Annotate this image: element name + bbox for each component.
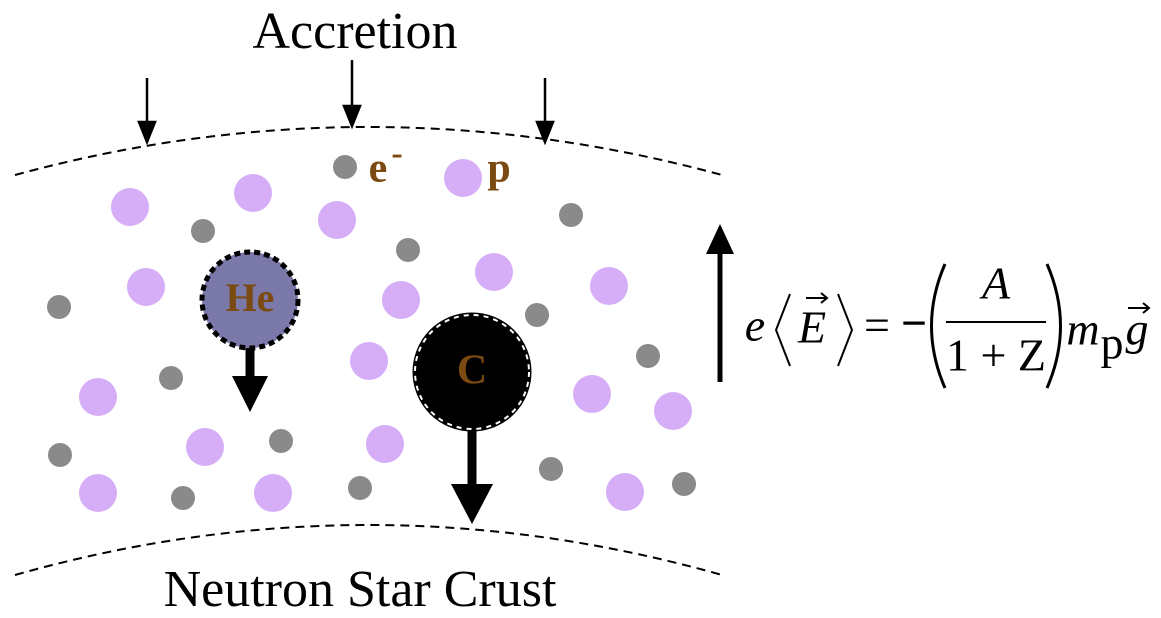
helium-label: He — [226, 275, 275, 320]
accretion-arrows — [137, 60, 555, 146]
eq-m-sub: p — [1101, 318, 1124, 369]
vector-arrow — [1128, 302, 1151, 314]
eq-g: g — [1126, 304, 1149, 355]
eq-minus: − — [901, 298, 927, 349]
eq-m: m — [1066, 304, 1099, 355]
eq-denominator: 1 + Z — [946, 330, 1046, 381]
helium-nucleus — [199, 249, 301, 412]
vector-arrow — [806, 292, 829, 304]
carbon-label: C — [457, 348, 487, 394]
bottom-label: Neutron Star Crust — [164, 561, 557, 618]
eq-equals: = — [864, 300, 890, 351]
field-arrow — [706, 224, 734, 382]
proton-label: p — [487, 146, 510, 192]
carbon-nucleus — [412, 312, 532, 524]
protons — [79, 159, 692, 512]
electron-charge: - — [391, 135, 402, 172]
eq-E: E — [797, 302, 826, 353]
angle-brackets — [774, 293, 854, 367]
parentheses — [930, 263, 1062, 389]
electrons — [47, 155, 696, 510]
eq-e: e — [745, 300, 765, 351]
electron-label: e — [369, 146, 388, 192]
title: Accretion — [252, 3, 457, 60]
eq-numerator: A — [979, 258, 1011, 309]
equation: e E = − A 1 + Z m p g — [745, 258, 1151, 389]
